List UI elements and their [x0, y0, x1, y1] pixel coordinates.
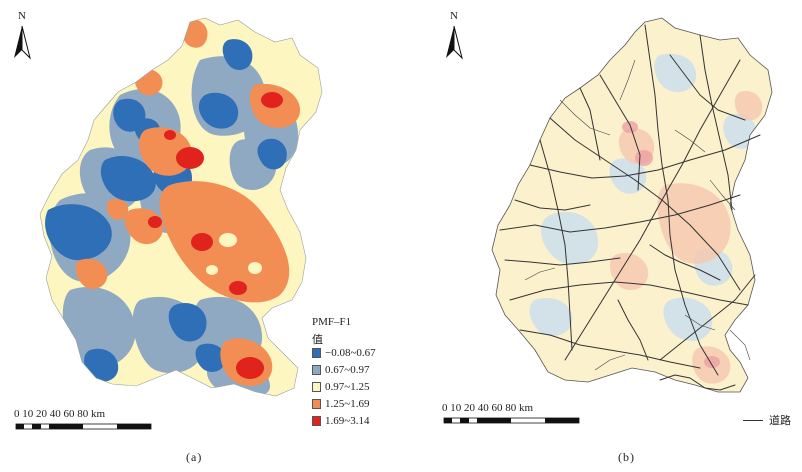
- pmf-surface: [40, 18, 322, 396]
- panel-a-pmf-map: N 0 10 20 40 60 80 km PMF–F1 值 −0.08~0.6…: [0, 0, 400, 467]
- legend-item-label: −0.08~0.67: [325, 347, 376, 359]
- caption-a: (a): [186, 450, 203, 464]
- light-cores: [206, 233, 262, 275]
- panel-b-map-canvas: [443, 17, 773, 424]
- legend-item: −0.08~0.67: [312, 347, 376, 359]
- legend-item: 0.97~1.25: [312, 381, 369, 393]
- scale-labels: 0 10 20 40 60 80 km: [442, 402, 534, 414]
- minor-roads: [524, 59, 751, 371]
- legend-item: 1.69~3.14: [312, 415, 369, 427]
- legend-title: PMF–F1: [312, 316, 352, 328]
- class-1-69-3-14-patches: [148, 92, 283, 379]
- legend-item: 0.67~0.97: [312, 364, 369, 376]
- legend-item-label: 1.25~1.69: [325, 398, 370, 410]
- road-legend-label: 道路: [769, 415, 791, 427]
- legend-subtitle: 值: [312, 334, 323, 346]
- legend-item: 1.25~1.69: [312, 398, 369, 410]
- legend-item-label: 0.67~0.97: [325, 364, 370, 376]
- scale-bar: [443, 417, 580, 424]
- legend-swatch: [312, 365, 321, 375]
- legend-swatch: [312, 382, 321, 392]
- legend-swatch: [312, 348, 321, 358]
- legend-swatch: [312, 416, 321, 426]
- north-arrow-icon: [14, 25, 31, 60]
- legend-swatch: [312, 399, 321, 409]
- panel-b-road-map: N 0 10 20 40 60 80 km 道路 (b): [400, 0, 802, 467]
- road-network: [499, 24, 761, 391]
- road-legend-line: [743, 419, 763, 421]
- north-label: N: [18, 10, 26, 22]
- panel-a-map-canvas: [14, 17, 323, 430]
- legend-item-label: 1.69~3.14: [325, 415, 370, 427]
- scale-labels: 0 10 20 40 60 80 km: [14, 408, 106, 420]
- north-label: N: [450, 10, 458, 22]
- scale-bar: [15, 423, 152, 430]
- caption-b: (b): [618, 450, 635, 464]
- north-arrow-icon: [446, 25, 463, 60]
- legend-item-label: 0.97~1.25: [325, 381, 370, 393]
- road-legend: 道路: [743, 412, 791, 428]
